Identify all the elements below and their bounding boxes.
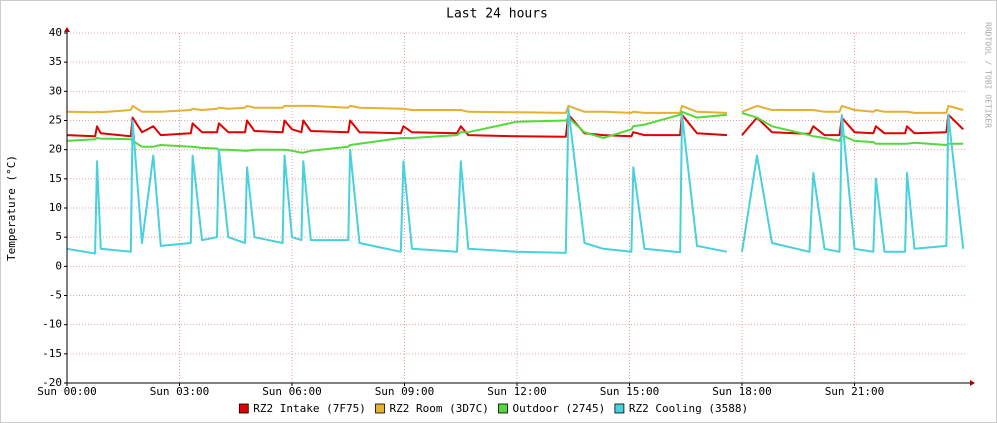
x-tick-label: Sun 12:00: [487, 385, 547, 398]
watermark: RRDTOOL / TOBI OETIKER: [984, 22, 993, 128]
series-line: [66, 107, 965, 255]
y-tick-label: -20: [42, 376, 62, 389]
x-tick-label: Sun 21:00: [825, 385, 885, 398]
legend-label: RZ2 Room (3D7C): [390, 402, 489, 415]
y-tick-label: -15: [42, 347, 62, 360]
legend-swatch: [614, 403, 625, 414]
legend-swatch: [498, 403, 508, 414]
y-tick-label: 25: [49, 114, 62, 127]
y-tick-label: 0: [55, 259, 62, 272]
y-axis-label: Temperature (°C): [5, 155, 18, 261]
legend-swatch: [238, 403, 249, 414]
legend-label: RZ2 Cooling (3588): [629, 402, 748, 415]
x-tick-label: Sun 09:00: [375, 385, 435, 398]
x-tick-label: Sun 15:00: [600, 385, 660, 398]
chart-title: Last 24 hours: [446, 7, 548, 22]
y-tick-label: 30: [49, 84, 62, 97]
y-tick-label: 15: [49, 172, 62, 185]
x-tick-label: Sun 18:00: [712, 385, 772, 398]
y-tick-label: 5: [55, 230, 62, 243]
legend-label: Outdoor (2745): [513, 402, 606, 415]
y-tick-label: 10: [49, 201, 62, 214]
y-tick-label: 35: [49, 55, 62, 68]
y-tick-label: -10: [42, 318, 62, 331]
x-arrow: [970, 380, 975, 386]
x-tick-label: Sun 03:00: [150, 385, 210, 398]
y-tick-label: 40: [49, 26, 62, 39]
y-tick-label: -5: [49, 289, 62, 302]
y-arrow: [64, 27, 70, 32]
x-tick-label: Sun 00:00: [37, 385, 97, 398]
series-line: [66, 104, 964, 114]
y-tick-label: 20: [49, 143, 62, 156]
legend-swatch: [375, 403, 385, 414]
x-tick-label: Sun 06:00: [262, 385, 322, 398]
series-line: [66, 110, 964, 154]
legend-label: RZ2 Intake (7F75): [253, 402, 366, 415]
plot: -20 -15 -10 -5 0 5 10 15 20 25 30 35 40 Sun 00:00 Sun …: [37, 26, 967, 398]
